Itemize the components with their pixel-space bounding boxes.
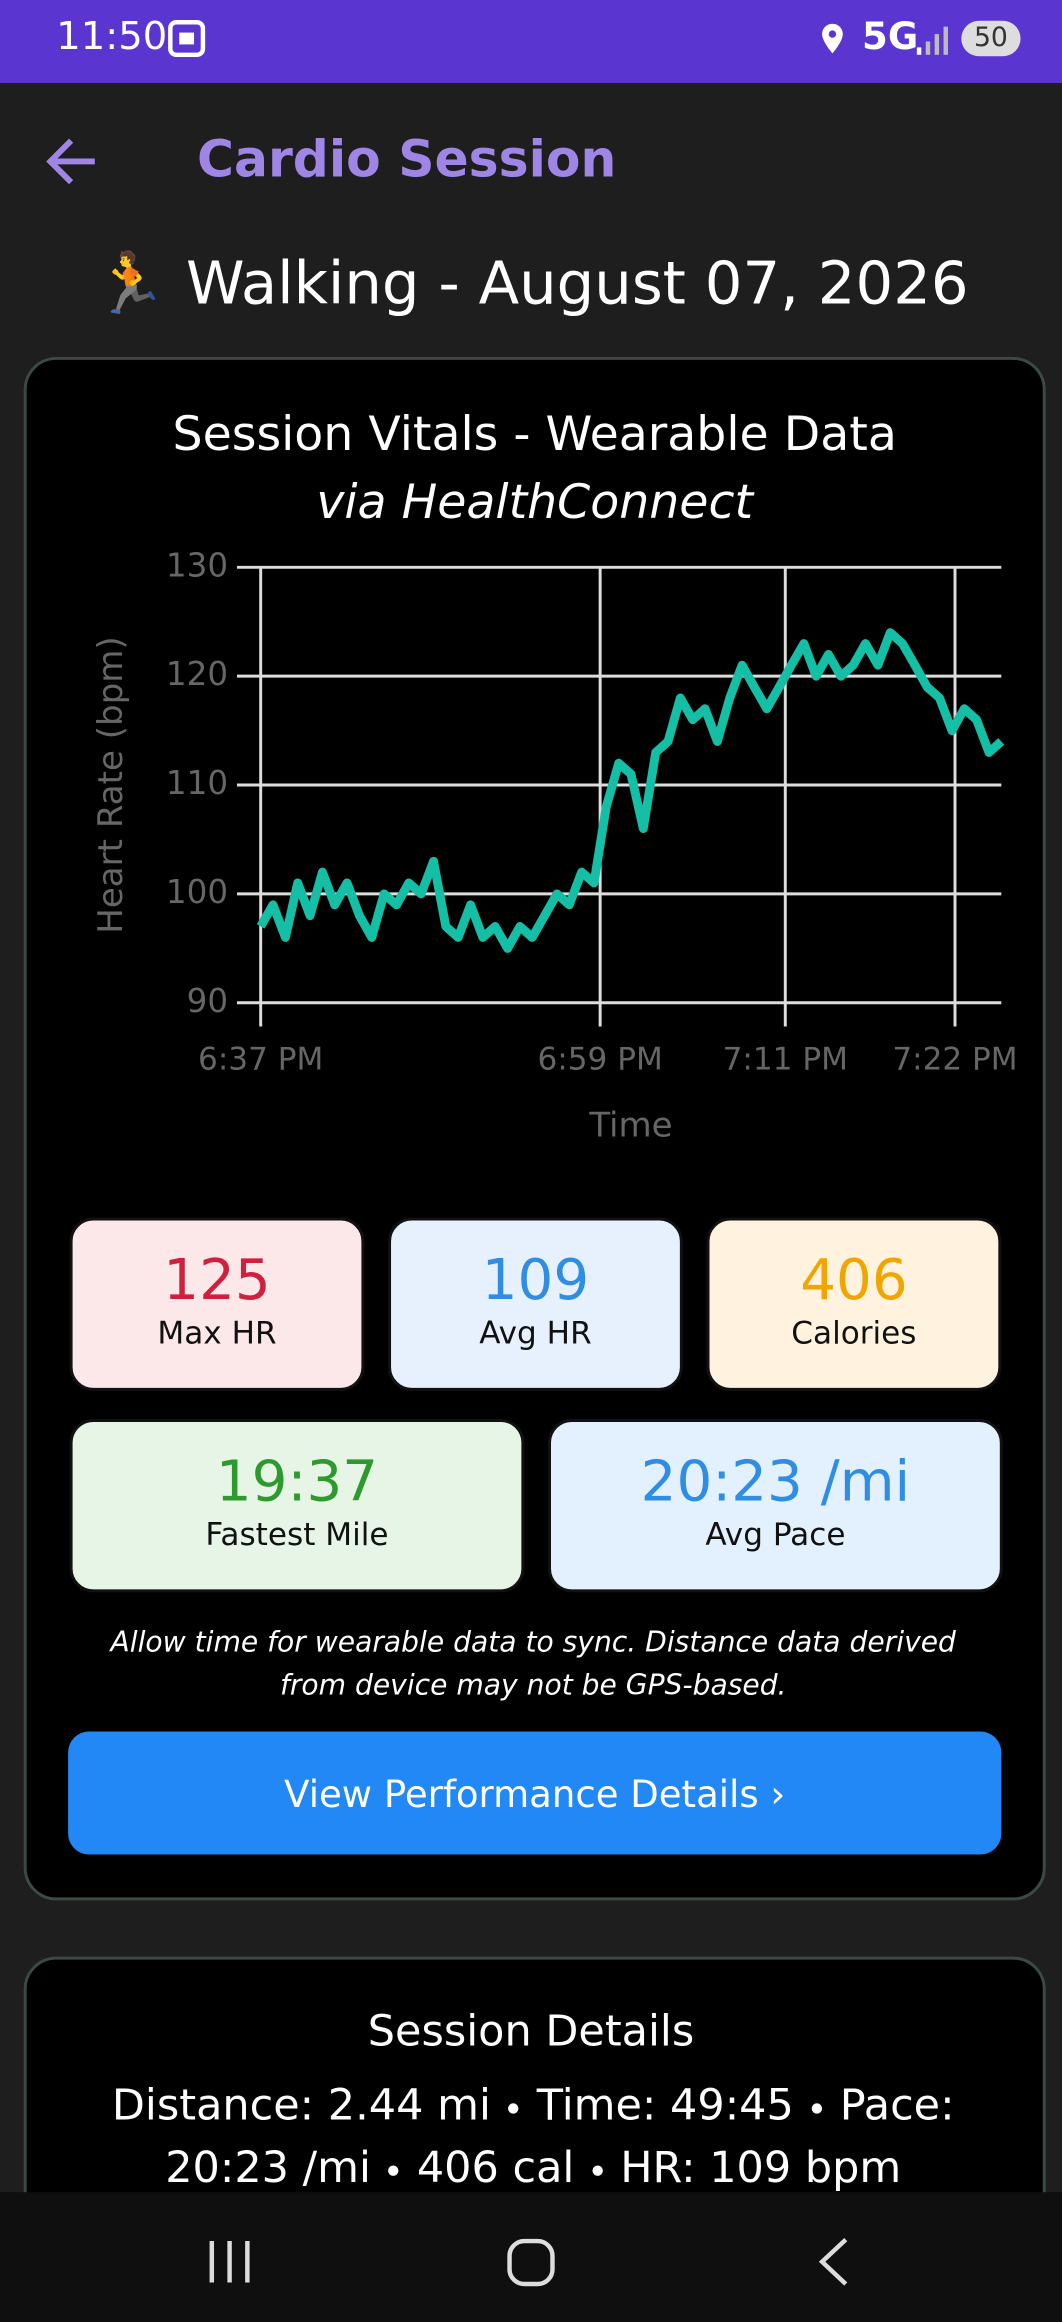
x-tick-label: 7:11 PM xyxy=(723,1042,848,1078)
back-nav-button[interactable] xyxy=(818,2237,848,2286)
stat-label: Fastest Mile xyxy=(205,1516,389,1553)
battery: 50 xyxy=(961,20,1021,57)
network: 5G xyxy=(862,14,919,58)
stat-label: Max HR xyxy=(157,1315,277,1351)
separator xyxy=(508,2102,520,2113)
page-title: 🏃 Walking - August 07, 2026 xyxy=(93,250,969,319)
details-title: Session Details xyxy=(367,2005,695,2056)
vitals-card xyxy=(23,356,1046,1901)
nav-bar xyxy=(0,2192,1062,2322)
status-bar: 11:50 5G 50 xyxy=(0,0,1062,83)
back-button[interactable] xyxy=(44,136,97,186)
stat-tile: 406 Calories xyxy=(706,1217,1002,1391)
x-tick-label: 6:37 PM xyxy=(198,1042,323,1078)
y-tick-label: 90 xyxy=(187,982,228,1020)
sync-note: Allow time for wearable data to sync. Di… xyxy=(110,1626,956,1702)
stat-tile: 19:37 Fastest Mile xyxy=(69,1418,525,1593)
chart: Session Vitals - Wearable Data via Healt… xyxy=(91,407,1018,1146)
location-icon xyxy=(822,23,843,54)
detail-item: Time: 49:45 xyxy=(536,2079,794,2130)
stat-tile: 109 Avg HR xyxy=(388,1217,683,1391)
stat-tile: 125 Max HR xyxy=(69,1217,365,1391)
stat-label: Avg Pace xyxy=(705,1516,846,1553)
chart-subtitle: via HealthConnect xyxy=(316,475,755,530)
chart-title: Session Vitals - Wearable Data xyxy=(173,407,897,462)
performance-button[interactable]: View Performance Details › xyxy=(68,1731,1002,1855)
recents-button[interactable] xyxy=(209,2241,250,2283)
y-axis-label: Heart Rate (bpm) xyxy=(91,636,131,933)
detail-item: Pace: 20:23 /mi xyxy=(165,2079,955,2193)
stat-value: 19:37 xyxy=(215,1448,379,1514)
detail-item: Distance: 2.44 mi xyxy=(111,2079,491,2130)
y-tick-label: 130 xyxy=(166,546,228,584)
home-button[interactable] xyxy=(507,2238,555,2287)
stat-value: 109 xyxy=(481,1247,590,1313)
detail-item: HR: 109 bpm xyxy=(620,2141,902,2193)
stat-label: Avg HR xyxy=(479,1315,592,1351)
hr-line xyxy=(256,628,1005,953)
x-tick-label: 7:22 PM xyxy=(892,1042,1017,1078)
stat-tile: 20:23 /mi Avg Pace xyxy=(548,1418,1003,1593)
detail-item: 406 cal xyxy=(416,2141,575,2193)
y-tick-label: 110 xyxy=(166,764,228,802)
x-axis-label: Time xyxy=(588,1106,672,1146)
x-tick-label: 6:59 PM xyxy=(537,1042,662,1078)
screenshot-icon xyxy=(168,19,206,58)
signal-icon xyxy=(916,26,948,55)
separator xyxy=(592,2164,603,2176)
stat-value: 406 xyxy=(800,1247,908,1313)
nav-icons xyxy=(209,2237,848,2287)
stat-value: 125 xyxy=(163,1247,271,1313)
details-text: Distance: 2.44 mi Time: 49:45 Pace: 20:23 … xyxy=(89,2074,978,2198)
separator xyxy=(811,2102,822,2113)
stat-label: Calories xyxy=(791,1315,917,1351)
y-tick-label: 100 xyxy=(166,873,228,911)
clock: 11:50 xyxy=(56,14,168,60)
stat-value: 20:23 /mi xyxy=(640,1448,911,1514)
separator xyxy=(388,2164,400,2176)
y-tick-label: 120 xyxy=(166,655,228,693)
header-title: Cardio Session xyxy=(196,130,617,190)
